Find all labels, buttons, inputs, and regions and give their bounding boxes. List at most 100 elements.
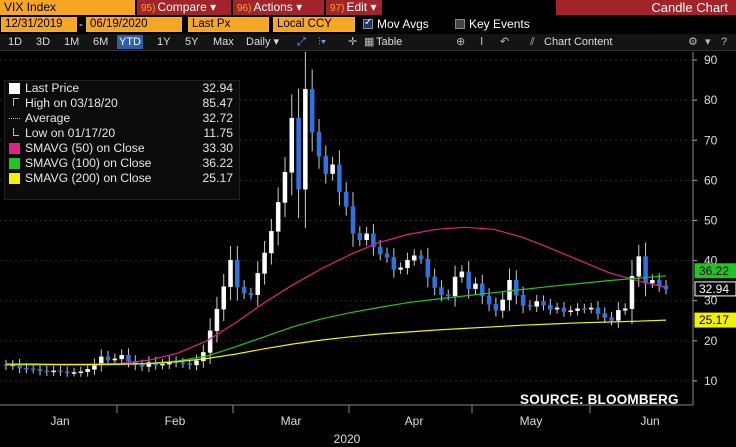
candle-down: [58, 370, 63, 373]
candle-up: [575, 308, 580, 311]
price-field-select[interactable]: Last Px: [188, 17, 269, 32]
candle-up: [262, 252, 267, 274]
candle-down: [44, 370, 50, 373]
chart-legend[interactable]: Last Price 32.94 High on 03/18/20 85.47 Aver…: [4, 80, 240, 200]
period-3d[interactable]: 3D: [36, 36, 51, 48]
candle-up: [452, 276, 458, 297]
candle-up: [364, 233, 369, 240]
source-label: SOURCE: BLOOMBERG: [520, 392, 679, 407]
candle-down: [418, 255, 424, 260]
end-date-field[interactable]: 06/19/2020: [86, 17, 182, 32]
help-icon[interactable]: ?: [721, 36, 728, 48]
date-separator: -: [79, 17, 83, 31]
legend-row[interactable]: SMAVG (100) on Close 36.22: [5, 156, 239, 171]
mov-avgs-checkbox[interactable]: [363, 17, 373, 29]
security-field[interactable]: VIX Index: [0, 0, 135, 15]
last-value-box: [694, 263, 736, 279]
candle-down: [343, 191, 349, 207]
zoom-icon[interactable]: ⊕: [456, 36, 466, 48]
x-tick-label: May: [520, 414, 543, 428]
compare-menu[interactable]: 95) Compare ▾: [137, 0, 231, 15]
candle-down: [446, 294, 451, 297]
candle-up: [146, 362, 152, 367]
line-draw-icon[interactable]: ⤢: [297, 36, 306, 48]
candle-up: [616, 310, 621, 321]
x-axis-year-label: 2020: [334, 432, 361, 446]
start-date-field[interactable]: 12/31/2019: [1, 17, 77, 32]
candle-up: [650, 279, 655, 284]
chart-type-icon[interactable]: ⫶▾: [318, 36, 327, 48]
chart-content-button[interactable]: Chart Content: [544, 36, 613, 48]
legend-row[interactable]: Last Price 32.94: [5, 81, 239, 96]
currency-value: Local CCY: [277, 18, 332, 30]
top-toolbar: VIX Index 95) Compare ▾ 96) Actions ▾ 97) E…: [0, 0, 736, 17]
period-ytd[interactable]: YTD: [117, 35, 143, 49]
candle-up: [507, 279, 512, 301]
period-5y[interactable]: 5Y: [185, 36, 199, 48]
legend-value: 33.30: [202, 141, 234, 155]
actions-menu[interactable]: 96) Actions ▾: [233, 0, 324, 15]
candle-up: [255, 273, 261, 295]
table-icon[interactable]: ▦: [364, 36, 375, 48]
legend-label: SMAVG (100) on Close: [25, 156, 152, 170]
x-tick-label: Feb: [165, 414, 186, 428]
candle-down: [24, 367, 29, 370]
y-tick-label: 80: [704, 93, 718, 107]
period-1m[interactable]: 1M: [64, 36, 80, 48]
candle-down: [350, 206, 356, 234]
actions-shortcut: 96): [237, 3, 252, 14]
legend-row[interactable]: High on 03/18/20 85.47: [5, 96, 239, 111]
currency-select[interactable]: Local CCY: [273, 17, 355, 32]
frequency-select[interactable]: Daily ▾: [244, 35, 281, 49]
chart-content-icon[interactable]: ⫽: [530, 36, 535, 48]
period-1y[interactable]: 1Y: [157, 36, 171, 48]
legend-value: 11.75: [203, 126, 233, 140]
legend-value: 36.22: [202, 156, 234, 170]
candle-up: [588, 307, 594, 310]
candle-down: [30, 368, 36, 371]
legend-row[interactable]: SMAVG (50) on Close 33.30: [5, 141, 239, 156]
candle-up: [221, 286, 226, 310]
candle-up: [411, 255, 417, 261]
chevron-down-icon[interactable]: ▾: [705, 36, 711, 48]
settings-gear-icon[interactable]: ⚙: [688, 36, 698, 48]
legend-row[interactable]: Low on 01/17/20 11.75: [5, 126, 239, 141]
legend-row[interactable]: Average 32.72: [5, 111, 239, 126]
candle-up: [269, 231, 274, 254]
edit-menu[interactable]: 97) Edit ▾: [326, 0, 382, 15]
candle-up: [78, 371, 84, 373]
candle-up: [534, 301, 539, 307]
y-tick-label: 70: [704, 133, 718, 147]
candle-down: [187, 363, 192, 366]
compare-shortcut: 95): [141, 3, 156, 14]
legend-label: SMAVG (50) on Close: [25, 141, 145, 155]
table-button[interactable]: Table: [376, 36, 403, 48]
candle-up: [51, 370, 56, 373]
actions-label: Actions: [253, 0, 293, 14]
y-tick-label: 20: [704, 334, 718, 348]
period-max[interactable]: Max: [213, 36, 234, 48]
candle-down: [316, 131, 322, 157]
key-events-checkbox[interactable]: [455, 19, 465, 29]
candle-up: [275, 202, 281, 232]
legend-value: 32.72: [202, 111, 234, 125]
candle-down: [609, 317, 614, 321]
candle-down: [643, 256, 648, 284]
period-1d[interactable]: 1D: [8, 36, 23, 48]
candle-up: [622, 308, 628, 311]
candle-down: [323, 156, 329, 174]
candle-down: [486, 295, 492, 305]
crosshair-icon[interactable]: ✛: [348, 36, 358, 48]
text-annotation-icon[interactable]: Ⅰ: [480, 36, 484, 48]
period-6m[interactable]: 6M: [93, 36, 109, 48]
chevron-down-icon: ▾: [296, 0, 303, 14]
last-value-label: 36.22: [699, 264, 729, 278]
legend-row[interactable]: SMAVG (200) on Close 25.17: [5, 171, 239, 186]
mov-avgs-label: Mov Avgs: [377, 17, 429, 31]
last-value-label: 32.94: [699, 282, 729, 296]
candle-down: [337, 164, 342, 193]
candle-down: [493, 304, 499, 311]
last-value-box: [694, 281, 736, 297]
undo-icon[interactable]: ↶: [500, 36, 510, 48]
candle-down: [548, 304, 553, 310]
